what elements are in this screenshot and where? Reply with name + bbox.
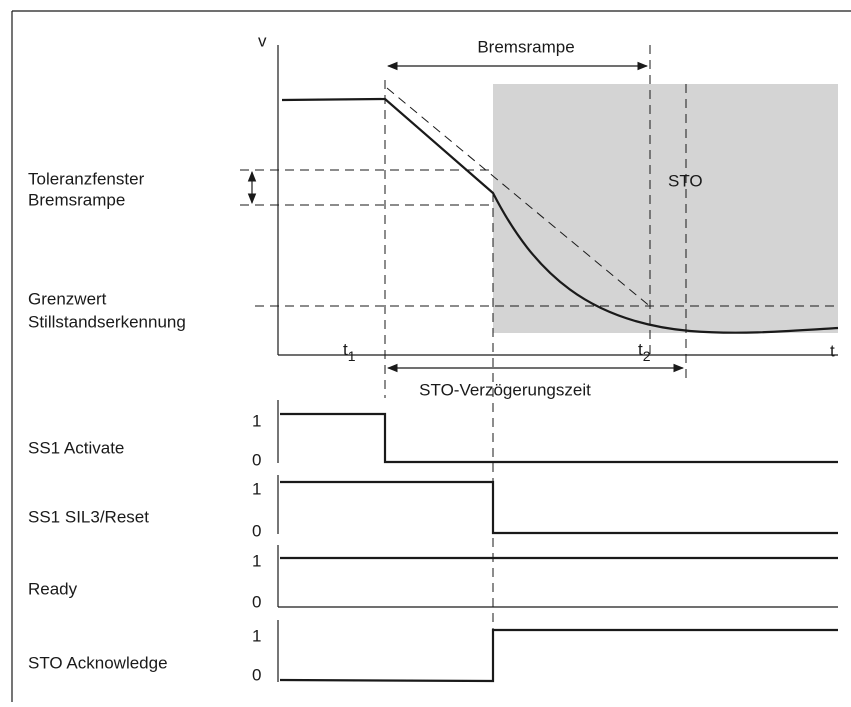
sto-delay-label: STO-Verzögerungszeit: [419, 380, 591, 399]
brake-ramp-label: Bremsrampe: [477, 37, 574, 56]
signal-high: 1: [252, 479, 261, 498]
sto-zone: [493, 84, 838, 333]
signal-low: 0: [252, 450, 261, 469]
signal-low: 0: [252, 521, 261, 540]
t2-label: t2: [638, 340, 651, 363]
t-label: t: [830, 341, 835, 360]
standstill-label: Stillstandserkennung: [28, 312, 186, 331]
tolerance-label: Bremsrampe: [28, 190, 125, 209]
speed-curve: [281, 97, 839, 334]
signal-name: STO Acknowledge: [28, 653, 168, 672]
signal-low: 0: [252, 665, 261, 684]
v-label: v: [258, 31, 267, 50]
signal-name: Ready: [28, 579, 78, 598]
signal-trace: [280, 480, 838, 535]
t1-label: t1: [343, 340, 356, 363]
signal-name: SS1 SIL3/Reset: [28, 507, 149, 526]
sto-label: STO: [668, 171, 703, 190]
signal-low: 0: [252, 592, 261, 611]
tolerance-label: Toleranzfenster: [28, 169, 145, 188]
signal-ss1-activate: SS1 Activate 1 0: [28, 400, 838, 469]
signal-high: 1: [252, 551, 261, 570]
signal-trace: [280, 412, 838, 464]
signal-trace: [279, 628, 838, 683]
signal-name: SS1 Activate: [28, 438, 124, 457]
ideal-ramp: [386, 87, 653, 309]
signal-sto-acknowledge: STO Acknowledge 1 0: [28, 620, 838, 684]
standstill-label: Grenzwert: [28, 289, 107, 308]
signal-ss1-sil3-reset: SS1 SIL3/Reset 1 0: [28, 475, 838, 540]
signal-high: 1: [252, 626, 261, 645]
signal-high: 1: [252, 411, 261, 430]
signal-ready: Ready 1 0: [28, 545, 838, 611]
